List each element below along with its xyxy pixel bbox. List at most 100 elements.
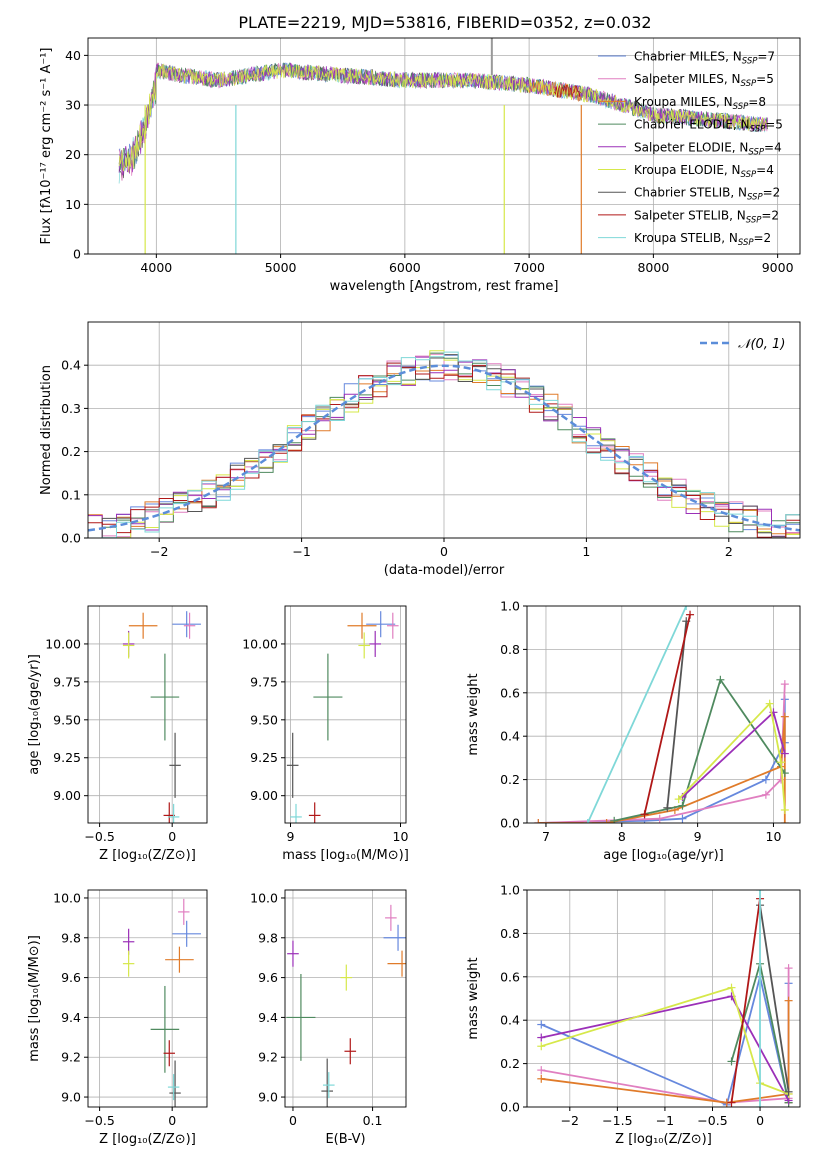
y-tick-label: 0.2 [500, 772, 520, 787]
y-tick-label: 10.0 [53, 890, 81, 905]
y-tick-label: 9.6 [61, 970, 81, 985]
y-tick-label: 9.25 [250, 750, 278, 765]
x-tick-label: 6000 [389, 260, 421, 275]
legend-label: Salpeter MILES, NSSP=5 [634, 72, 774, 89]
legend-tail: =2 [754, 231, 772, 245]
x-tick-label: 8 [618, 829, 626, 844]
y-tick-label: 0.3 [61, 401, 81, 416]
axes-frame [87, 889, 208, 1108]
x-axis-label: wavelength [Angstrom, rest frame] [330, 279, 559, 294]
y-tick-label: 9.4 [61, 1010, 81, 1025]
y-tick-label: 1.0 [500, 599, 520, 614]
legend-subscript: SSP [746, 215, 762, 225]
weight-line [586, 606, 688, 823]
y-tick-label: 10 [65, 197, 81, 212]
legend-label: Chabrier ELODIE, NSSP=5 [634, 118, 783, 135]
plot-area [286, 611, 399, 823]
plot-area [122, 611, 201, 823]
y-tick-label: 0.0 [61, 531, 81, 546]
y-tick-label: 10.0 [250, 890, 278, 905]
weight-line [666, 621, 688, 808]
legend-label: Chabrier STELIB, NSSP=2 [634, 186, 780, 203]
x-tick-label: 8000 [637, 260, 669, 275]
x-tick-label: −0.5 [697, 1113, 727, 1128]
x-tick-label: 9 [287, 829, 295, 844]
y-tick-label: 9.00 [53, 788, 81, 803]
histogram-step [88, 362, 800, 538]
y-tick-label: 9.8 [258, 930, 278, 945]
y-tick-label: 30 [65, 98, 81, 113]
y-tick-label: 0.0 [500, 816, 520, 831]
x-tick-label: 7 [542, 829, 550, 844]
histogram-step [88, 353, 800, 538]
axes-frame [87, 37, 801, 255]
legend-text: Salpeter STELIB, N [634, 208, 746, 222]
x-tick-label: 0 [168, 829, 176, 844]
y-axis-label: age [log₁₀(age/yr)] [27, 654, 42, 775]
y-tick-label: 0.8 [500, 926, 520, 941]
y-tick-label: 9.75 [250, 674, 278, 689]
y-tick-label: 0.2 [61, 444, 81, 459]
grid [285, 606, 406, 823]
figure-title: PLATE=2219, MJD=53816, FIBERID=0352, z=0… [238, 13, 651, 32]
y-tick-label: 9.75 [53, 674, 81, 689]
x-tick-label: 0 [440, 544, 448, 559]
y-axis-label: mass [log₁₀(M/M⊙)] [27, 935, 42, 1062]
x-axis-label: Z [log₁₀(Z/Z⊙)] [99, 848, 196, 863]
x-tick-label: 9 [694, 829, 702, 844]
y-tick-label: 9.50 [53, 712, 81, 727]
legend-subscript: SSP [747, 193, 763, 203]
legend-tail: =5 [765, 118, 783, 132]
panel-5: 7 8 9 10 0.0 0.2 0.4 0.6 0.8 1.0 age [log₁₀(age/yr… [466, 599, 801, 863]
y-axis-label: Normed distribution [39, 365, 54, 495]
weight-line [614, 677, 786, 822]
legend-tail: =4 [764, 140, 782, 154]
y-tick-label: 9.2 [61, 1050, 81, 1065]
legend-label: Salpeter ELODIE, NSSP=4 [634, 140, 782, 157]
y-tick-label: 9.0 [258, 1090, 278, 1105]
weight-line [541, 986, 789, 1095]
x-tick-label: 0 [756, 1113, 764, 1128]
panel-2: −2 −1 0 1 2 0.0 0.1 0.2 0.3 0.4 (data-model)/error… [39, 321, 801, 578]
y-tick-label: 0.6 [500, 969, 520, 984]
y-tick-label: 40 [65, 48, 81, 63]
axes-frame [87, 605, 208, 824]
weight-line [538, 684, 786, 823]
legend-text: Kroupa ELODIE, N [634, 163, 741, 177]
legend-text: Chabrier MILES, N [634, 50, 742, 64]
plot-area [537, 890, 793, 1107]
legend-text: Kroupa MILES, N [634, 95, 733, 109]
legend-subscript: SSP [750, 125, 766, 135]
legend-subscript: SSP [733, 102, 749, 112]
y-tick-label: 9.2 [258, 1050, 278, 1065]
panel-7: 0 0.1 9.0 9.2 9.4 9.6 9.8 10.0 E(B-V) [250, 889, 407, 1147]
y-tick-label: 0.8 [500, 642, 520, 657]
x-axis-label: Z [log₁₀(Z/Z⊙)] [99, 1132, 196, 1147]
axes-frame [87, 321, 801, 539]
weight-line [643, 614, 691, 815]
panel-6: −0.5 0 9.0 9.2 9.4 9.6 9.8 10.0 Z [log₁₀(Z/Z⊙)] m… [27, 889, 208, 1147]
weight-line [730, 898, 761, 1103]
y-tick-label: 9.00 [250, 788, 278, 803]
legend-tail: =7 [757, 50, 775, 64]
legend-subscript: SSP [741, 79, 757, 89]
panel-3: −0.5 0 9.00 9.25 9.50 9.75 10.00 Z [log₁₀(Z/Z⊙)… [27, 605, 208, 863]
weight-line [538, 716, 786, 823]
x-tick-label: 5000 [265, 260, 297, 275]
y-tick-label: 10.00 [45, 636, 81, 651]
y-axis-label: mass weight [466, 673, 481, 755]
spectrum-line [118, 63, 769, 173]
panel-4: 9 10 9.00 9.25 9.50 9.75 10.00 mass [log₁₀(M/M⊙… [242, 605, 409, 863]
legend-text: Kroupa STELIB, N [634, 231, 738, 245]
plot-area [286, 904, 406, 1107]
grid [88, 606, 207, 823]
weight-line [759, 905, 790, 1092]
x-tick-label: −2 [150, 544, 168, 559]
x-axis-label: age [log₁₀(age/yr)] [603, 848, 724, 863]
y-tick-label: 9.50 [250, 712, 278, 727]
legend-tail: =5 [756, 72, 774, 86]
legend-tail: =4 [756, 163, 774, 177]
legend-text: Chabrier STELIB, N [634, 186, 747, 200]
y-tick-label: 0.4 [500, 729, 520, 744]
legend-label: 𝒩(0, 1) [738, 337, 785, 352]
